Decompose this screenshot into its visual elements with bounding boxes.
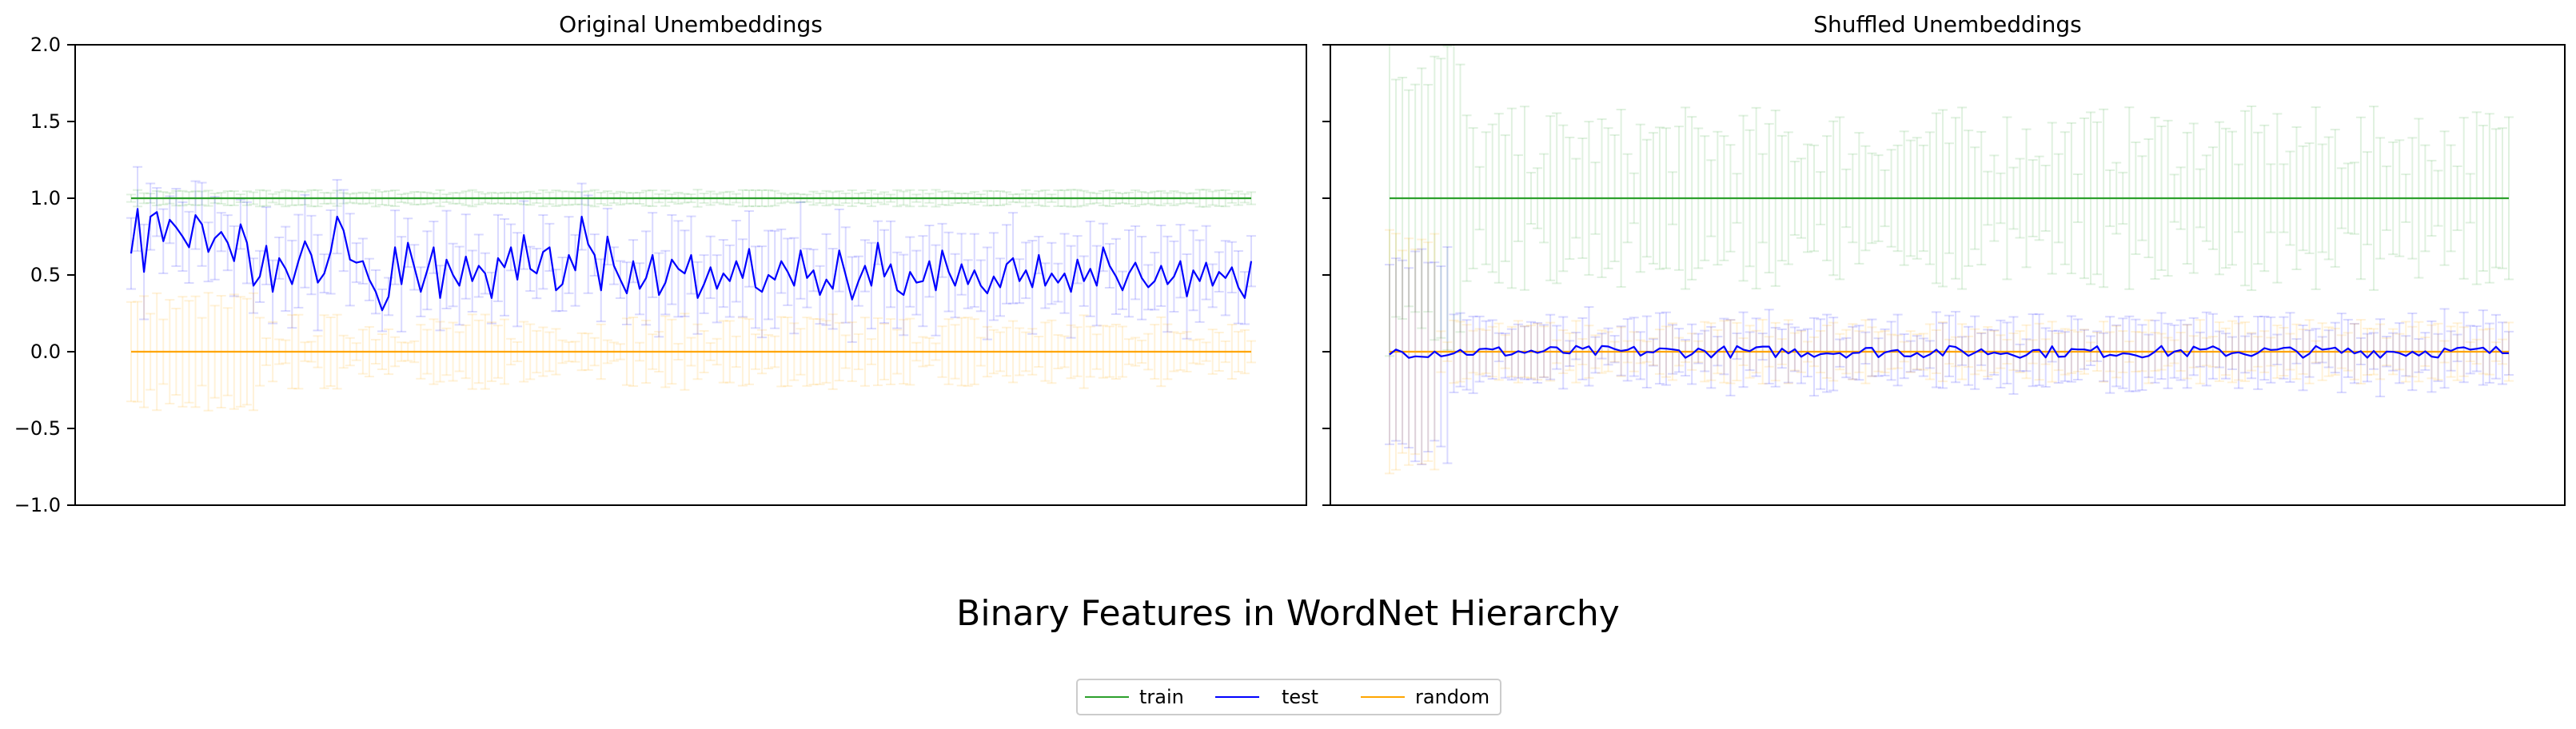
figure-suptitle: Binary Features in WordNet Hierarchy (956, 593, 1620, 634)
plot-frame-left (74, 44, 1307, 506)
left-y-axis: −1.0 −0.5 0.0 0.5 1.0 1.5 2.0 (14, 34, 75, 516)
panel-title-right: Shuffled Unembeddings (1813, 11, 2081, 38)
y-tick-label: −0.5 (14, 417, 61, 440)
legend-label-test: test (1282, 686, 1318, 708)
left-errorbars (126, 165, 1256, 412)
legend-label-train: train (1139, 686, 1184, 708)
y-tick-label: 0.5 (30, 264, 61, 286)
shuffled-unembeddings-panel: Shuffled Unembeddings (1322, 11, 2566, 506)
panel-title-left: Original Unembeddings (559, 11, 823, 38)
right-y-axis (1322, 44, 1330, 506)
original-unembeddings-panel: Original Unembeddings −1.0 −0.5 0.0 0.5 1.0 1… (14, 11, 1307, 516)
y-tick-label: 1.5 (30, 110, 61, 133)
y-tick-label: 2.0 (30, 34, 61, 56)
y-tick-label: −1.0 (14, 494, 61, 516)
series-line-test (130, 208, 1253, 312)
right-errorbars (1385, 45, 2514, 475)
legend: train test random (1076, 679, 1501, 715)
plot-frame-right (1330, 44, 2566, 506)
legend-label-random: random (1415, 686, 1489, 708)
y-tick-label: 0.0 (30, 341, 61, 363)
errorbar-test (126, 217, 136, 290)
y-tick-label: 1.0 (30, 187, 61, 209)
left-series-lines (130, 197, 1253, 353)
errorbar-train (1385, 45, 1394, 357)
